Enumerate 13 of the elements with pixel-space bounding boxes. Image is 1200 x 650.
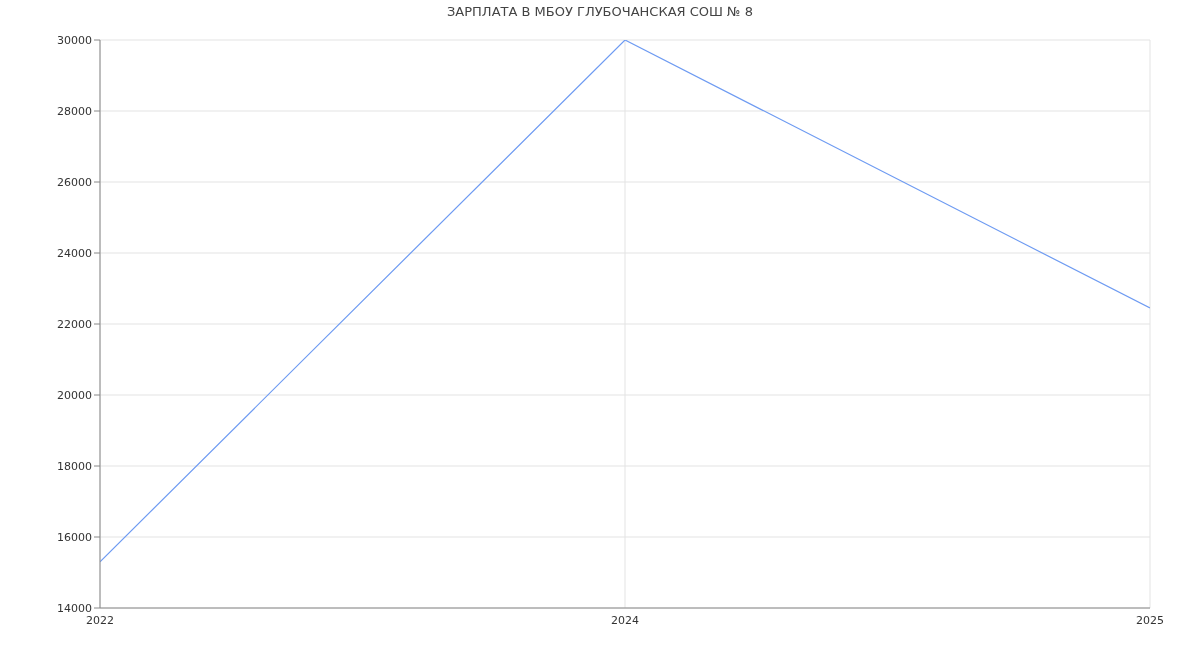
y-tick-label: 20000 <box>57 388 92 402</box>
y-tick-label: 14000 <box>57 601 92 615</box>
x-tick-label: 2025 <box>1136 613 1164 627</box>
x-tick-label: 2022 <box>86 613 114 627</box>
chart-title: ЗАРПЛАТА В МБОУ ГЛУБОЧАНСКАЯ СОШ № 8 <box>446 4 754 21</box>
y-tick-label: 18000 <box>57 459 92 473</box>
x-tick-label: 2024 <box>611 613 639 627</box>
y-tick-label: 16000 <box>57 530 92 544</box>
y-tick-label: 22000 <box>57 317 92 331</box>
y-tick-label: 24000 <box>57 246 92 260</box>
y-tick-label: 28000 <box>57 104 92 118</box>
y-tick-label: 30000 <box>57 33 92 47</box>
y-tick-label: 26000 <box>57 175 92 189</box>
